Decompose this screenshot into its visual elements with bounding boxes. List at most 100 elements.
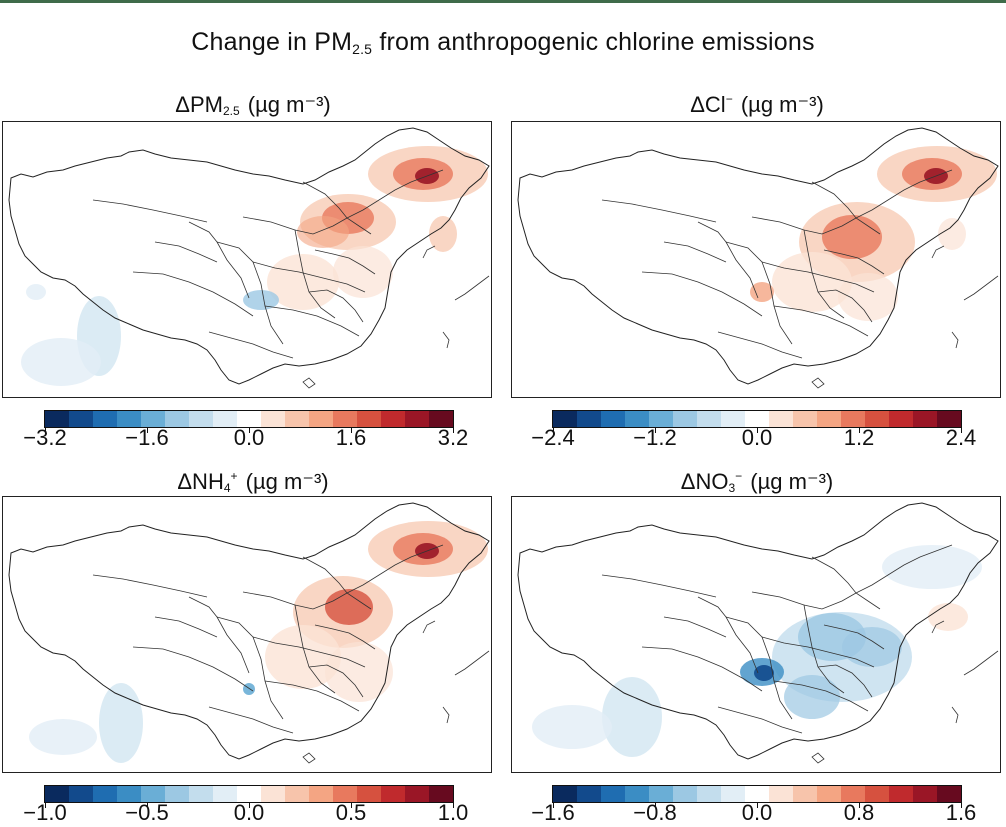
province-border [811,377,825,389]
colorbar-tick-label: 1.2 [843,425,875,450]
colorbar-segment [817,786,841,802]
map-cl [511,121,1001,398]
colorbar-tick-mark [756,803,758,808]
colorbar-segment [117,786,141,802]
colorbar-segment [793,786,817,802]
province-border [442,706,450,724]
concentration-patch [265,625,341,689]
province-border [855,169,953,219]
province-border [442,331,450,349]
province-border [761,636,875,668]
country-outline [517,502,999,760]
colorbar-tick-mark [858,803,860,808]
province-border [216,616,284,720]
province-border [773,680,869,712]
colorbar-segment [769,786,793,802]
province-border [751,591,857,610]
colorbar-segment [213,786,237,802]
colorbar-segment [429,411,453,427]
province-border [725,616,793,720]
province-border [803,604,845,694]
province-border [242,216,348,235]
colorbar-segment [357,786,381,802]
province-border [931,620,945,634]
top-rule [0,0,1006,3]
colorbar-tick-label: 0.5 [335,800,367,825]
colorbar-segment [577,411,601,427]
colorbar-tick-label: −3.2 [23,425,67,450]
concentration-patch [267,254,339,310]
concentration-patch [243,290,279,310]
province-border [188,221,250,299]
colorbar-segment [333,786,357,802]
province-border [663,241,727,263]
province-border [264,305,360,337]
colorbar-segment [309,411,333,427]
colorbar-segment [405,786,429,802]
colorbar-segment [261,411,285,427]
colorbar-tick-mark [552,803,554,808]
colorbar-cl [552,410,962,428]
figure-title: Change in PM2.5 from anthropogenic chlor… [191,28,815,57]
colorbar-segment [673,411,697,427]
colorbar-segment [817,411,841,427]
colorbar-tick-label: −1.6 [531,800,575,825]
concentration-patch [29,719,97,755]
concentration-patch [784,675,840,719]
province-border [346,544,444,594]
colorbar-tick-mark [960,428,962,433]
panel-title-pm25: ΔPM2.5 (µg m⁻³) [175,92,331,118]
province-border [132,271,254,317]
colorbar-segment [381,411,405,427]
concentration-patch [750,282,774,302]
colorbar-tick-mark [552,428,554,433]
province-border [308,289,364,323]
province-border [154,241,218,263]
colorbar-tick-label: −0.5 [125,800,169,825]
colorbar-tick-label: 0.0 [233,425,265,450]
colorbar-segment [913,411,937,427]
panel-title-nh4: ΔNH4+ (µg m⁻³) [177,469,329,495]
province-border [641,271,763,317]
province-border [294,604,336,694]
colorbar-tick-label: 0.0 [741,800,773,825]
colorbar-segment [865,786,889,802]
province-border [751,216,857,235]
colorbar-tick-mark [960,803,962,808]
colorbar-segment [309,786,333,802]
province-border [601,574,717,598]
colorbar-tick-mark [654,428,656,433]
colorbar-tick-label: 1.6 [335,425,367,450]
colorbar-segment [117,411,141,427]
colorbar-segment [697,786,721,802]
concentration-patch [772,252,852,312]
colorbar-segment [649,411,673,427]
colorbar-tick-mark [248,428,250,433]
province-border [773,305,869,337]
province-border [302,181,372,235]
colorbar-segment [285,786,309,802]
province-border [132,646,254,692]
province-border [422,620,436,634]
colorbar-tick-label: −2.4 [531,425,575,450]
map-no3 [511,496,1001,773]
province-border [641,646,763,692]
province-border [216,241,284,345]
concentration-patch [325,589,373,625]
colorbar-segment [69,411,93,427]
colorbar-segment [553,411,577,427]
colorbar-tick-label: −1.0 [23,800,67,825]
concentration-patch [882,545,982,589]
colorbar-segment [913,786,937,802]
colorbar-segment [769,411,793,427]
map-pm25 [2,121,492,398]
country-outline [517,127,999,385]
colorbar-segment [357,411,381,427]
province-border [817,664,873,698]
colorbar-segment [625,411,649,427]
province-border [951,331,959,349]
colorbar-tick-mark [146,428,148,433]
colorbar-tick-mark [756,428,758,433]
colorbar-segment [625,786,649,802]
province-border [308,664,364,698]
